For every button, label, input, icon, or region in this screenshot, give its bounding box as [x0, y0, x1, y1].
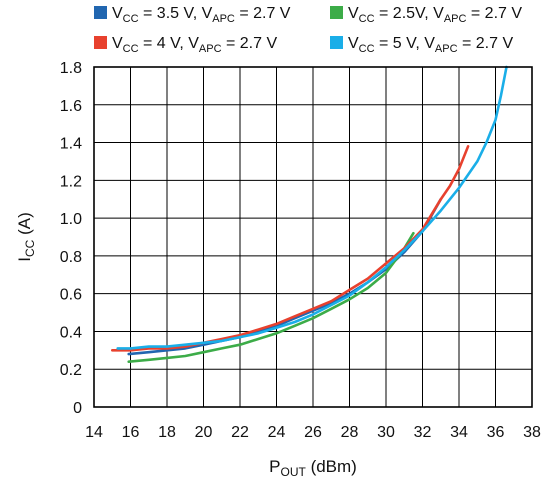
x-tick-label: 36	[487, 424, 505, 441]
legend-swatch	[330, 6, 343, 19]
x-tick-label: 32	[414, 424, 432, 441]
legend-label: VCC = 5 V, VAPC = 2.7 V	[348, 35, 513, 55]
legend-swatch	[94, 36, 107, 49]
y-axis-title: ICC (A)	[15, 212, 37, 261]
x-tick-label: 38	[523, 424, 541, 441]
series-line-0	[127, 197, 443, 356]
y-tick-label: 0.6	[60, 287, 82, 304]
x-axis-title-unit: (dBm)	[306, 457, 357, 476]
x-tick-label: 20	[195, 424, 213, 441]
legend-entry: VCC = 4 V, VAPC = 2.7 V	[94, 35, 277, 55]
y-tick-label: 1.8	[60, 60, 82, 77]
legend-swatch	[330, 36, 343, 49]
legend-entry: VCC = 2.5V, VAPC = 2.7 V	[330, 5, 522, 25]
y-tick-labels: 0 0.2 0.4 0.6 0.8 1.0 1.2 1.4 1.6 1.8	[60, 60, 82, 417]
x-tick-label: 16	[122, 424, 140, 441]
series-layer	[111, 65, 508, 363]
y-tick-label: 1.2	[60, 173, 82, 190]
y-tick-label: 1.0	[60, 211, 82, 228]
y-axis-title-unit: (A)	[15, 212, 34, 239]
grid	[93, 66, 533, 408]
legend: VCC = 3.5 V, VAPC = 2.7 V VCC = 2.5V, VAP…	[94, 5, 522, 55]
y-axis-title-sub: CC	[23, 239, 37, 257]
x-axis-title-sub: OUT	[281, 465, 307, 479]
y-tick-label: 1.4	[60, 136, 82, 153]
x-axis-title-main: P	[269, 457, 280, 476]
legend-swatch	[94, 6, 107, 19]
x-axis-title: POUT (dBm)	[269, 457, 357, 479]
x-tick-label: 30	[377, 424, 395, 441]
x-tick-label: 14	[85, 424, 103, 441]
x-tick-label: 26	[304, 424, 322, 441]
plot-frame	[93, 66, 533, 408]
x-tick-labels: 14 16 18 20 22 24 26 28 30 32 34 36 38	[85, 424, 541, 441]
legend-label: VCC = 4 V, VAPC = 2.7 V	[112, 35, 277, 55]
series-line-2	[111, 145, 470, 352]
series-line-3	[116, 65, 508, 350]
legend-entry: VCC = 3.5 V, VAPC = 2.7 V	[94, 5, 291, 25]
x-tick-label: 28	[341, 424, 359, 441]
y-tick-label: 0.8	[60, 249, 82, 266]
y-tick-label: 0	[73, 400, 82, 417]
legend-label: VCC = 3.5 V, VAPC = 2.7 V	[112, 5, 291, 25]
x-tick-label: 24	[268, 424, 286, 441]
x-tick-label: 22	[231, 424, 249, 441]
y-tick-label: 0.2	[60, 362, 82, 379]
series-line-1	[127, 231, 415, 363]
y-tick-label: 0.4	[60, 324, 82, 341]
legend-label: VCC = 2.5V, VAPC = 2.7 V	[348, 5, 522, 25]
x-tick-label: 34	[450, 424, 468, 441]
x-tick-label: 18	[158, 424, 176, 441]
y-tick-label: 1.6	[60, 98, 82, 115]
legend-entry: VCC = 5 V, VAPC = 2.7 V	[330, 35, 513, 55]
y-axis-title-main: I	[15, 257, 34, 262]
